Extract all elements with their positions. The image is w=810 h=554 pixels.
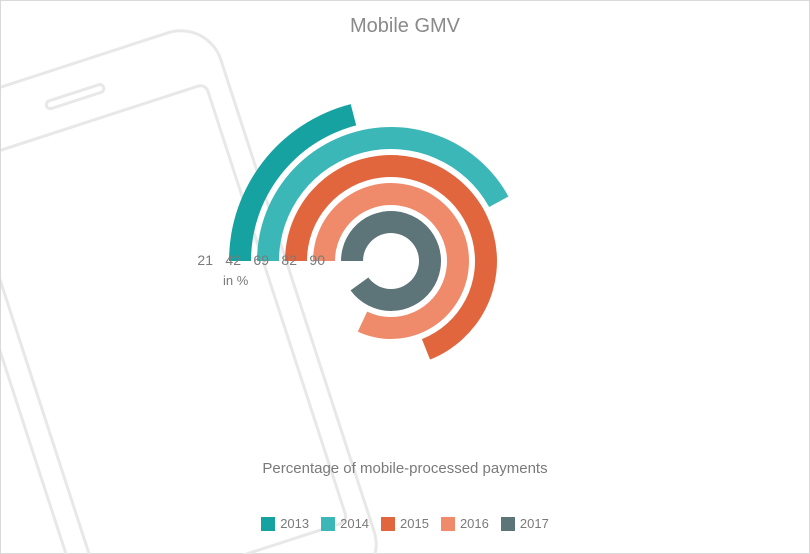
- legend-swatch: [501, 517, 515, 531]
- unit-label: in %: [223, 273, 248, 288]
- ring-value-label: 90: [299, 252, 325, 268]
- ring-value-label: 21: [187, 252, 213, 268]
- legend-swatch: [441, 517, 455, 531]
- legend-label: 2014: [340, 516, 369, 531]
- legend-item: 2017: [501, 516, 549, 531]
- chart-title: Mobile GMV: [1, 15, 809, 38]
- ring-value-label: 42: [215, 252, 241, 268]
- legend-swatch: [321, 517, 335, 531]
- chart-frame: Mobile GMV 2142698290 in % Percentage of…: [0, 0, 810, 554]
- legend-item: 2016: [441, 516, 489, 531]
- ring-2016: [313, 183, 469, 339]
- legend-item: 2014: [321, 516, 369, 531]
- legend-label: 2017: [520, 516, 549, 531]
- legend-label: 2015: [400, 516, 429, 531]
- ring-2014: [257, 127, 508, 261]
- legend-item: 2013: [261, 516, 309, 531]
- ring-value-label: 82: [271, 252, 297, 268]
- legend-label: 2016: [460, 516, 489, 531]
- chart-subtitle: Percentage of mobile-processed payments: [1, 460, 809, 477]
- legend-swatch: [381, 517, 395, 531]
- legend: 2013 2014 2015 2016 2017: [1, 516, 809, 531]
- ring-2017: [341, 211, 441, 311]
- legend-item: 2015: [381, 516, 429, 531]
- legend-swatch: [261, 517, 275, 531]
- ring-2013: [229, 104, 356, 261]
- ring-value-label: 69: [243, 252, 269, 268]
- legend-label: 2013: [280, 516, 309, 531]
